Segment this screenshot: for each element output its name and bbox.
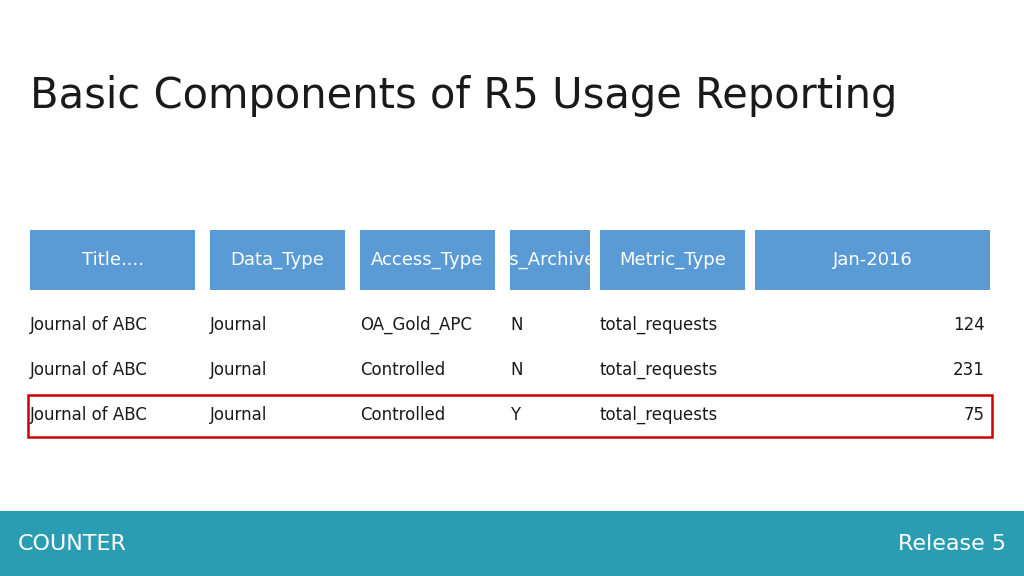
Text: Release 5: Release 5 — [898, 533, 1006, 554]
Text: 75: 75 — [964, 406, 985, 424]
Text: Y: Y — [510, 406, 520, 424]
Text: 124: 124 — [953, 316, 985, 334]
Text: Data_Type: Data_Type — [230, 251, 325, 269]
Text: Controlled: Controlled — [360, 406, 445, 424]
Text: Basic Components of R5 Usage Reporting: Basic Components of R5 Usage Reporting — [30, 75, 897, 117]
Bar — [210, 230, 345, 290]
Text: Metric_Type: Metric_Type — [620, 251, 726, 269]
Text: COUNTER: COUNTER — [18, 533, 127, 554]
Text: Journal of ABC: Journal of ABC — [30, 316, 147, 334]
Bar — [510, 230, 590, 290]
Text: Journal: Journal — [210, 406, 267, 424]
Bar — [600, 230, 745, 290]
Text: Access_Type: Access_Type — [372, 251, 483, 269]
Text: Title....: Title.... — [82, 251, 143, 269]
Bar — [28, 395, 992, 437]
Text: Journal: Journal — [210, 361, 267, 379]
Text: 231: 231 — [953, 361, 985, 379]
Text: Jan-2016: Jan-2016 — [833, 251, 912, 269]
Text: Journal of ABC: Journal of ABC — [30, 406, 147, 424]
Bar — [755, 230, 990, 290]
Text: total_requests: total_requests — [600, 316, 718, 334]
Text: total_requests: total_requests — [600, 361, 718, 379]
Bar — [30, 230, 195, 290]
Text: OA_Gold_APC: OA_Gold_APC — [360, 316, 472, 334]
Text: Is_Archive: Is_Archive — [504, 251, 596, 269]
Text: N: N — [510, 361, 522, 379]
Text: total_requests: total_requests — [600, 406, 718, 424]
Text: Controlled: Controlled — [360, 361, 445, 379]
Text: Journal: Journal — [210, 316, 267, 334]
Bar — [0, 511, 1024, 576]
Text: Journal of ABC: Journal of ABC — [30, 361, 147, 379]
Text: N: N — [510, 316, 522, 334]
Bar — [360, 230, 495, 290]
